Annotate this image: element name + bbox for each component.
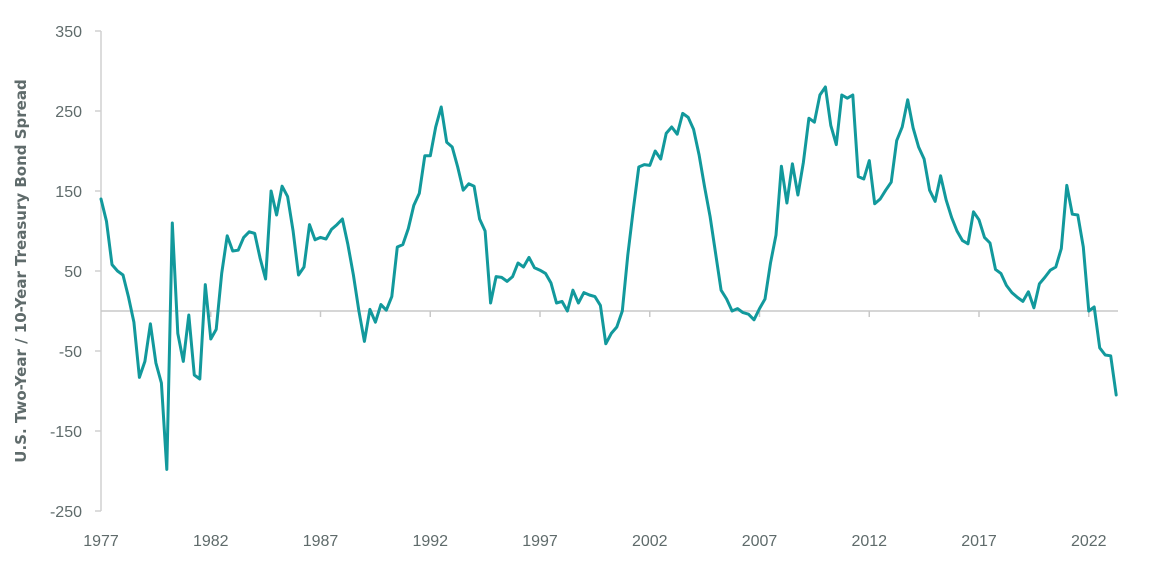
y-axis-title: U.S. Two-Year / 10-Year Treasury Bond Sp…	[12, 79, 30, 462]
x-tick-label: 2012	[851, 533, 887, 550]
x-axis: 1977 1982 1987 1992 1997 2002 2007 2012 2017 2022	[83, 533, 1106, 550]
spread-series-line	[99, 85, 1118, 471]
x-tick-label: 1987	[303, 533, 339, 550]
zero-line-ticks	[210, 311, 1090, 317]
x-tick-label: 2017	[961, 533, 997, 550]
x-tick-label: 1992	[412, 533, 448, 550]
x-tick-label: 2022	[1071, 533, 1107, 550]
y-tick-label: -150	[50, 424, 82, 441]
y-tick-label: -250	[50, 504, 82, 521]
y-tick-label: 50	[64, 264, 82, 281]
x-tick-label: 1977	[83, 533, 119, 550]
x-tick-label: 2007	[742, 533, 778, 550]
x-tick-label: 1997	[522, 533, 558, 550]
x-tick-label: 1982	[193, 533, 229, 550]
y-tick-label: 350	[55, 24, 82, 41]
x-tick-label: 2002	[632, 533, 668, 550]
y-axis: 350 250 150 50 -50 -150 -250	[50, 24, 101, 521]
y-tick-label: -50	[59, 344, 82, 361]
y-tick-label: 150	[55, 184, 82, 201]
y-tick-label: 250	[55, 104, 82, 121]
